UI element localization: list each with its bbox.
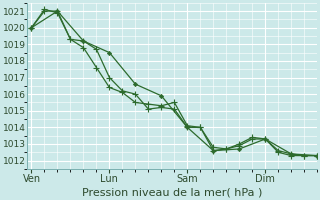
X-axis label: Pression niveau de la mer( hPa ): Pression niveau de la mer( hPa ) <box>82 187 262 197</box>
